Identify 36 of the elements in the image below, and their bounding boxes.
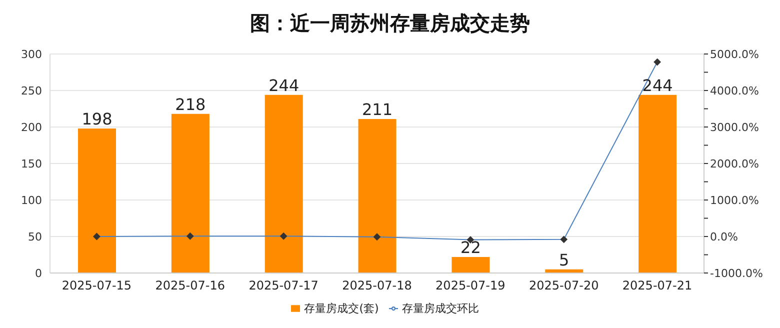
- data-label: 5: [559, 250, 570, 270]
- x-tick-label: 2025-07-17: [248, 278, 318, 293]
- legend-label: 存量房成交环比: [402, 302, 479, 315]
- x-tick-label: 2025-07-16: [155, 278, 226, 293]
- y-tick-label: 300: [21, 48, 42, 61]
- y2-tick-label: 1000.0%: [710, 194, 759, 207]
- y2-tick-label: 0.0%: [710, 230, 738, 244]
- y-tick-label: 200: [21, 120, 42, 134]
- y-tick-label: 0: [35, 266, 42, 280]
- x-tick-label: 2025-07-20: [528, 278, 599, 293]
- y2-tick-label: 4000.0%: [710, 84, 759, 98]
- y-tick-label: 100: [21, 194, 42, 207]
- bar: [78, 128, 116, 273]
- y-tick-label: 50: [28, 230, 42, 244]
- x-tick-label: 2025-07-19: [436, 278, 506, 293]
- y2-tick-label: 3000.0%: [710, 120, 759, 134]
- y2-tick-label: -1000.0%: [710, 266, 763, 280]
- x-tick-label: 2025-07-21: [622, 278, 692, 293]
- data-label: 218: [175, 94, 206, 114]
- bar: [171, 114, 210, 273]
- data-label: 244: [268, 76, 300, 95]
- legend-label: 存量房成交(套): [304, 302, 379, 315]
- y-tick-label: 250: [21, 84, 42, 98]
- bar: [264, 94, 303, 273]
- data-label: 198: [82, 109, 112, 128]
- chart-title: 图：近一周苏州存量房成交走势: [249, 10, 531, 37]
- y-tick-label: 150: [21, 157, 42, 170]
- data-label: 211: [362, 100, 393, 119]
- y2-tick-label: 5000.0%: [710, 48, 759, 61]
- x-tick-label: 2025-07-18: [342, 278, 412, 293]
- y2-tick-label: 2000.0%: [710, 157, 759, 170]
- bar: [358, 118, 396, 273]
- bar: [452, 256, 490, 273]
- data-label: 22: [460, 238, 481, 257]
- bar: [638, 94, 677, 273]
- x-tick-label: 2025-07-15: [62, 278, 132, 293]
